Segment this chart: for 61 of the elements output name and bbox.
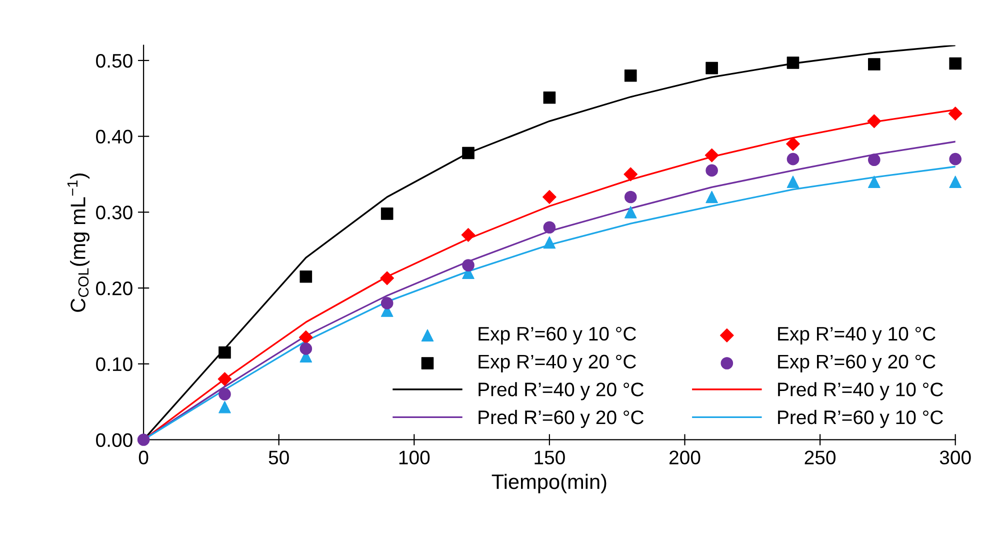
point [706, 164, 718, 177]
point [542, 190, 556, 204]
legend-label: Exp R’=40 y 20 °C [478, 354, 636, 372]
y-tick-label: 0.50 [96, 54, 132, 68]
legend-label: Exp R’=40 y 10 °C [778, 326, 936, 345]
point [949, 176, 962, 188]
point [218, 346, 231, 359]
point [543, 236, 556, 249]
point [948, 106, 962, 121]
point [624, 167, 638, 182]
y-tick-label: 0.20 [96, 281, 132, 296]
point [380, 208, 394, 220]
point [624, 206, 637, 218]
point [380, 271, 394, 286]
y-tick-label: 0.30 [96, 206, 132, 220]
point [624, 69, 637, 82]
point [786, 136, 800, 151]
point [543, 221, 556, 234]
point [137, 434, 150, 446]
point [300, 342, 312, 355]
point [868, 58, 880, 70]
point [786, 56, 800, 69]
point [218, 400, 231, 414]
x-tick-label: 200 [670, 450, 700, 464]
x-tick-label: 100 [399, 450, 430, 464]
point [218, 372, 232, 386]
point [867, 114, 882, 128]
point [786, 176, 800, 188]
x-tick-label: 250 [804, 450, 836, 464]
x-tick-label: 50 [268, 450, 289, 464]
point [461, 228, 476, 242]
point [298, 330, 313, 344]
point [706, 62, 718, 74]
point [868, 154, 880, 166]
y-tick-label: 0.10 [96, 357, 132, 372]
x-tick-label: 300 [940, 450, 971, 464]
legend-label: Pred R’=60 y 20 °C [478, 410, 644, 428]
y-tick-label: 0.40 [96, 130, 132, 144]
point [949, 57, 962, 70]
y-tick-label: 0.00 [96, 433, 132, 447]
legend-label: Pred R’=40 y 10 °C [778, 382, 943, 400]
point [300, 270, 312, 283]
point [624, 190, 637, 204]
x-tick-label: 0 [138, 450, 148, 464]
point [868, 176, 880, 188]
legend-label: Exp R’=60 y 10 °C [478, 326, 636, 345]
x-tick-label: 150 [534, 450, 565, 464]
point [380, 297, 394, 310]
y-axis-title: C$_{COL}$(mg mL$^{−1}$) [67, 174, 90, 312]
point [462, 259, 474, 272]
point [218, 388, 231, 400]
point [543, 91, 556, 104]
x-axis-title: Tiempo(min) [492, 474, 606, 494]
legend-label: Exp R’=60 y 20 °C [778, 354, 936, 372]
point [704, 148, 719, 162]
point [462, 146, 474, 160]
legend-label: Pred R’=40 y 20 °C [478, 382, 644, 400]
point [706, 190, 718, 204]
point [949, 152, 962, 166]
point [786, 152, 800, 166]
legend-label: Pred R’=60 y 10 °C [778, 410, 943, 428]
